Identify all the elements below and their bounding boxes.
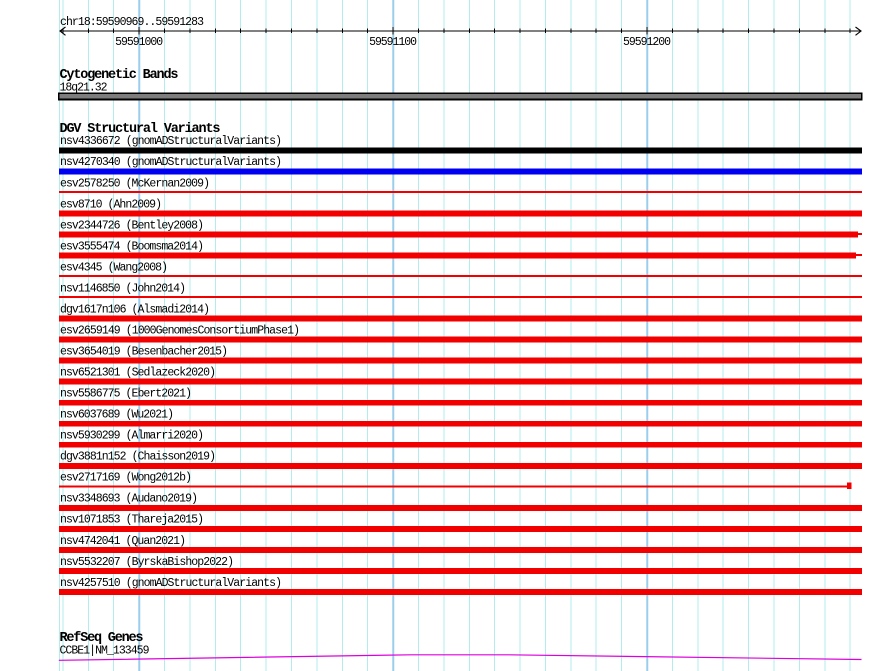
svg-text:nsv5930299 (Almarri2020): nsv5930299 (Almarri2020)	[60, 430, 204, 443]
svg-text:nsv6037689 (Wu2021): nsv6037689 (Wu2021)	[60, 409, 174, 422]
svg-text:esv2344726 (Bentley2008): esv2344726 (Bentley2008)	[60, 219, 204, 232]
svg-text:nsv3348693 (Audano2019): nsv3348693 (Audano2019)	[60, 493, 198, 506]
svg-text:Cytogenetic Bands: Cytogenetic Bands	[60, 68, 179, 83]
svg-text:59591100: 59591100	[369, 36, 417, 49]
svg-text:CCBE1|NM_133459: CCBE1|NM_133459	[60, 645, 150, 658]
svg-text:esv3555474 (Boomsma2014): esv3555474 (Boomsma2014)	[60, 240, 204, 253]
svg-text:nsv6521301 (Sedlazeck2020): nsv6521301 (Sedlazeck2020)	[60, 367, 216, 380]
svg-text:DGV Structural Variants: DGV Structural Variants	[60, 122, 221, 137]
svg-text:esv4345 (Wang2008): esv4345 (Wang2008)	[60, 261, 168, 274]
svg-text:nsv5586775 (Ebert2021): nsv5586775 (Ebert2021)	[60, 388, 192, 401]
svg-text:nsv4336672 (gnomADStructuralVa: nsv4336672 (gnomADStructuralVariants)	[60, 135, 282, 148]
svg-text:nsv4742041 (Quan2021): nsv4742041 (Quan2021)	[60, 535, 186, 548]
svg-text:esv8710 (Ahn2009): esv8710 (Ahn2009)	[60, 198, 162, 211]
svg-text:nsv4257510 (gnomADStructuralVa: nsv4257510 (gnomADStructuralVariants)	[60, 577, 282, 590]
svg-text:dgv3881n152 (Chaisson2019): dgv3881n152 (Chaisson2019)	[60, 451, 216, 464]
svg-text:18q21.32: 18q21.32	[60, 82, 108, 95]
svg-text:RefSeq Genes: RefSeq Genes	[60, 631, 144, 646]
svg-text:esv3654019 (Besenbacher2015): esv3654019 (Besenbacher2015)	[60, 346, 228, 359]
svg-text:esv2578250 (McKernan2009): esv2578250 (McKernan2009)	[60, 177, 210, 190]
svg-text:chr18:59590969..59591283: chr18:59590969..59591283	[60, 16, 204, 29]
svg-text:nsv4270340 (gnomADStructuralVa: nsv4270340 (gnomADStructuralVariants)	[60, 156, 282, 169]
svg-text:nsv5532207 (ByrskaBishop2022): nsv5532207 (ByrskaBishop2022)	[60, 556, 234, 569]
svg-text:59591200: 59591200	[623, 36, 671, 49]
svg-text:nsv1146850 (John2014): nsv1146850 (John2014)	[60, 282, 186, 295]
svg-text:esv2659149 (1000GenomesConsort: esv2659149 (1000GenomesConsortiumPhase1)	[60, 324, 300, 337]
svg-text:nsv1071853 (Thareja2015): nsv1071853 (Thareja2015)	[60, 514, 204, 527]
svg-text:esv2717169 (Wong2012b): esv2717169 (Wong2012b)	[60, 472, 192, 485]
svg-text:59591000: 59591000	[115, 36, 163, 49]
svg-text:dgv1617n106 (Alsmadi2014): dgv1617n106 (Alsmadi2014)	[60, 303, 210, 316]
